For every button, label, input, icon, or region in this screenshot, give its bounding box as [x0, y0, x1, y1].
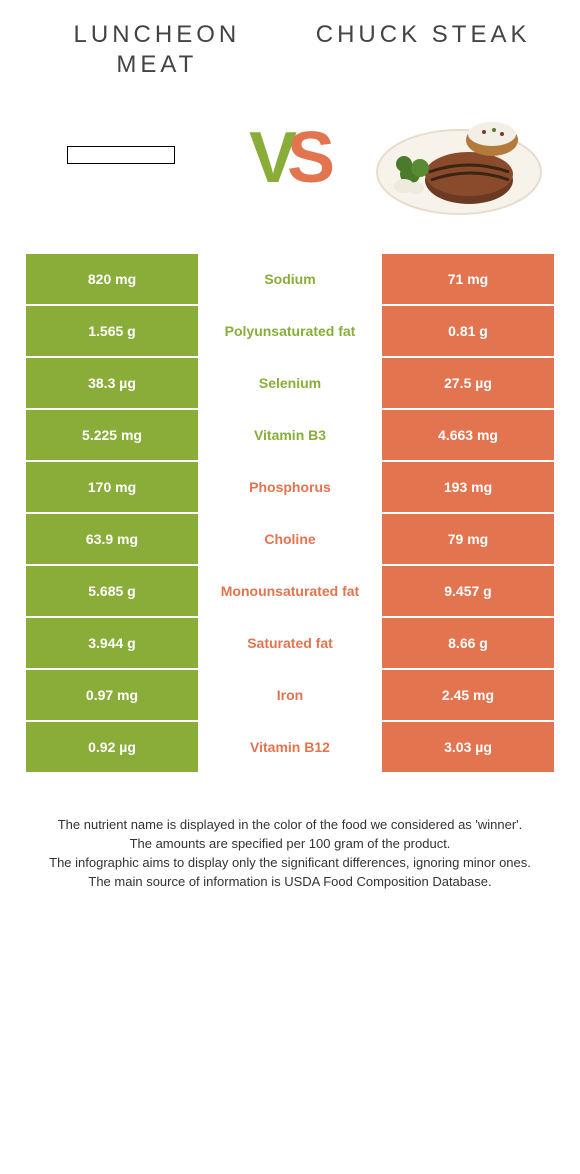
- left-value: 5.225 mg: [26, 410, 200, 460]
- footnote-line: The main source of information is USDA F…: [32, 873, 548, 892]
- vs-s: S: [287, 117, 331, 199]
- footnote-line: The amounts are specified per 100 gram o…: [32, 835, 548, 854]
- table-row: 820 mgSodium71 mg: [26, 254, 554, 306]
- left-value: 1.565 g: [26, 306, 200, 356]
- left-value: 0.92 µg: [26, 722, 200, 772]
- table-row: 3.944 gSaturated fat8.66 g: [26, 618, 554, 670]
- titles-row: LUNCHEON MEAT CHUCK STEAK: [26, 20, 554, 80]
- right-value: 193 mg: [380, 462, 554, 512]
- left-value: 170 mg: [26, 462, 200, 512]
- vs-label: VS: [249, 117, 331, 199]
- right-food-title: CHUCK STEAK: [300, 20, 546, 80]
- right-value: 3.03 µg: [380, 722, 554, 772]
- steak-plate-icon: [374, 98, 544, 218]
- table-row: 63.9 mgCholine79 mg: [26, 514, 554, 566]
- nutrient-label: Monounsaturated fat: [200, 566, 380, 616]
- table-row: 170 mgPhosphorus193 mg: [26, 462, 554, 514]
- right-value: 27.5 µg: [380, 358, 554, 408]
- nutrient-label: Polyunsaturated fat: [200, 306, 380, 356]
- table-row: 0.92 µgVitamin B123.03 µg: [26, 722, 554, 774]
- left-value: 38.3 µg: [26, 358, 200, 408]
- nutrient-label: Sodium: [200, 254, 380, 304]
- left-value: 63.9 mg: [26, 514, 200, 564]
- left-value: 3.944 g: [26, 618, 200, 668]
- left-food-title: LUNCHEON MEAT: [34, 20, 280, 80]
- image-placeholder-icon: [67, 146, 175, 164]
- right-food-image: [374, 98, 544, 218]
- nutrient-label: Selenium: [200, 358, 380, 408]
- nutrient-label: Saturated fat: [200, 618, 380, 668]
- nutrient-label: Vitamin B12: [200, 722, 380, 772]
- nutrient-label: Iron: [200, 670, 380, 720]
- footnote-line: The infographic aims to display only the…: [32, 854, 548, 873]
- left-value: 0.97 mg: [26, 670, 200, 720]
- nutrient-table: 820 mgSodium71 mg1.565 gPolyunsaturated …: [26, 254, 554, 774]
- right-value: 0.81 g: [380, 306, 554, 356]
- nutrient-label: Vitamin B3: [200, 410, 380, 460]
- nutrient-label: Choline: [200, 514, 380, 564]
- right-value: 79 mg: [380, 514, 554, 564]
- table-row: 5.685 gMonounsaturated fat9.457 g: [26, 566, 554, 618]
- right-value: 71 mg: [380, 254, 554, 304]
- table-row: 1.565 gPolyunsaturated fat0.81 g: [26, 306, 554, 358]
- left-value: 5.685 g: [26, 566, 200, 616]
- table-row: 0.97 mgIron2.45 mg: [26, 670, 554, 722]
- nutrient-label: Phosphorus: [200, 462, 380, 512]
- left-value: 820 mg: [26, 254, 200, 304]
- right-value: 4.663 mg: [380, 410, 554, 460]
- footnotes: The nutrient name is displayed in the co…: [26, 816, 554, 891]
- right-value: 2.45 mg: [380, 670, 554, 720]
- table-row: 38.3 µgSelenium27.5 µg: [26, 358, 554, 410]
- left-food-image: [36, 152, 206, 164]
- hero-row: VS: [26, 98, 554, 218]
- right-value: 9.457 g: [380, 566, 554, 616]
- footnote-line: The nutrient name is displayed in the co…: [32, 816, 548, 835]
- table-row: 5.225 mgVitamin B34.663 mg: [26, 410, 554, 462]
- right-value: 8.66 g: [380, 618, 554, 668]
